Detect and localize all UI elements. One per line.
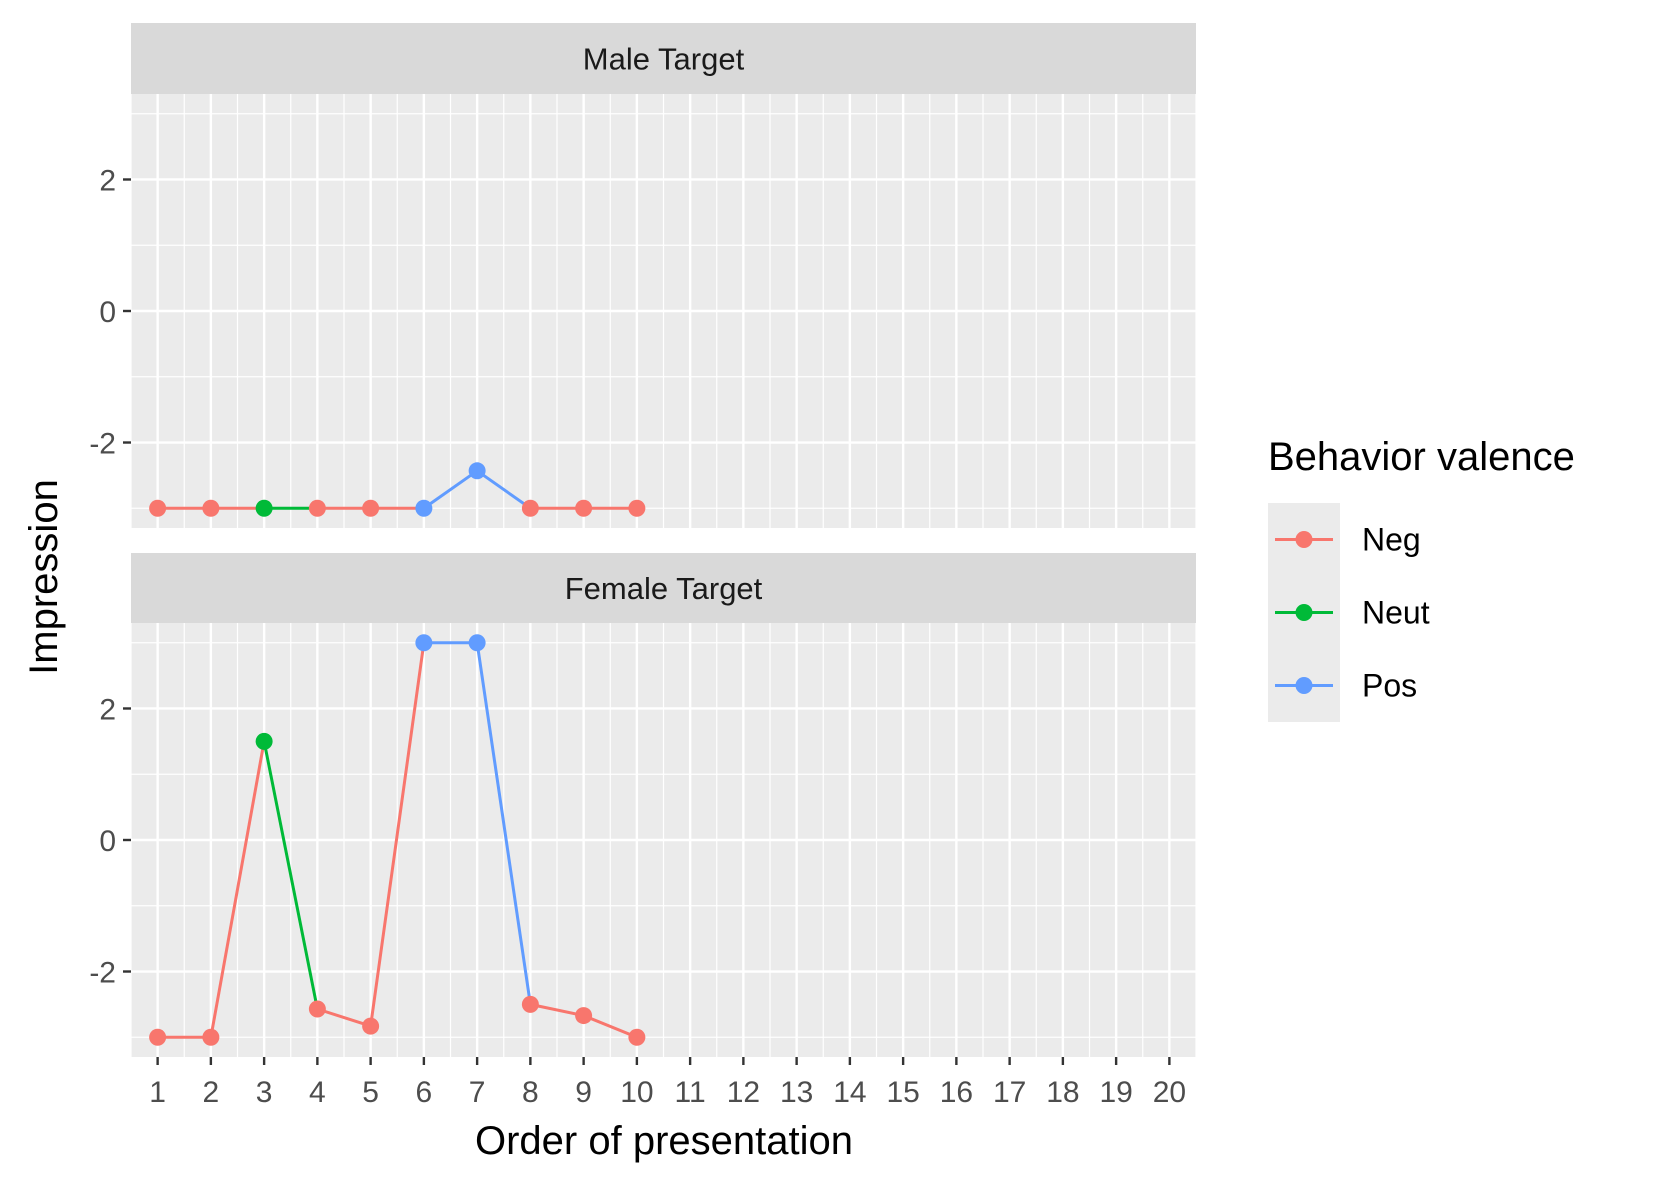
x-tick-label: 15 [886, 1076, 919, 1109]
x-tick-label: 5 [362, 1076, 379, 1109]
legend: Behavior valence Neg Neut Pos [1268, 435, 1575, 722]
series-line-segment [530, 1002, 584, 1018]
data-point [415, 634, 433, 652]
data-point [628, 499, 646, 517]
panel-strip [131, 553, 1196, 623]
legend-item-pos: Pos [1275, 668, 1417, 704]
x-tick-label: 9 [575, 1076, 592, 1109]
x-tick-label: 17 [993, 1076, 1026, 1109]
x-tick-label: 7 [469, 1076, 486, 1109]
data-point [202, 1028, 220, 1046]
data-point [468, 634, 486, 652]
y-tick-label: 2 [99, 164, 116, 197]
panel-1: Male Target -2 0 2 [89, 23, 1197, 528]
data-point [149, 499, 167, 517]
data-point [575, 499, 593, 517]
series-line-segment [262, 741, 319, 1010]
series-line-segment [583, 1014, 638, 1039]
panel-strip-label: Male Target [583, 42, 745, 77]
data-point [468, 462, 486, 480]
legend-title: Behavior valence [1268, 435, 1575, 479]
data-point [308, 1000, 326, 1018]
panel-strip-label: Female Target [565, 571, 763, 606]
x-tick-label: 10 [620, 1076, 653, 1109]
data-point [308, 499, 326, 517]
legend-item-neg: Neg [1275, 522, 1421, 558]
x-tick-label: 16 [940, 1076, 973, 1109]
legend-label: Pos [1362, 668, 1417, 704]
data-point [202, 499, 220, 517]
panel-strip [131, 23, 1196, 94]
data-point [362, 499, 380, 517]
data-point [521, 995, 539, 1013]
legend-label: Neg [1362, 522, 1421, 558]
x-tick-label: 4 [309, 1076, 326, 1109]
data-point [628, 1028, 646, 1046]
series-line-segment [476, 469, 532, 510]
legend-key-point [1295, 604, 1313, 621]
y-tick-label: -2 [89, 428, 116, 461]
legend-key-point [1295, 531, 1313, 548]
data-point [521, 499, 539, 517]
x-tick-label: 8 [522, 1076, 539, 1109]
x-tick-label: 19 [1099, 1076, 1132, 1109]
x-tick-label: 3 [256, 1076, 273, 1109]
series-line-segment [209, 741, 266, 1038]
x-tick-label: 6 [416, 1076, 433, 1109]
series-line-segment [316, 1007, 372, 1028]
x-axis-title: Order of presentation [475, 1119, 853, 1163]
x-tick-label: 18 [1046, 1076, 1079, 1109]
legend-key-point [1295, 677, 1313, 694]
x-tick-label: 13 [780, 1076, 813, 1109]
data-point [415, 499, 433, 517]
y-tick-label: -2 [89, 957, 116, 990]
legend-item-neut: Neut [1275, 595, 1430, 631]
y-axis-title: Impression [22, 479, 66, 675]
y-tick-label: 2 [99, 693, 116, 726]
series-line-segment [423, 469, 478, 510]
y-tick-label: 0 [99, 825, 116, 858]
data-point [575, 1007, 593, 1025]
x-tick-label: 1 [149, 1076, 166, 1109]
x-tick-label: 14 [833, 1076, 866, 1109]
data-point [255, 499, 273, 517]
data-point [255, 732, 273, 750]
series-line-segment [369, 642, 426, 1027]
x-tick-label: 11 [675, 1076, 706, 1109]
y-tick-label: 0 [99, 296, 116, 329]
x-tick-label: 20 [1153, 1076, 1186, 1109]
x-tick-label: 12 [727, 1076, 760, 1109]
data-point [149, 1028, 167, 1046]
series-line-segment [475, 642, 532, 1005]
legend-label: Neut [1362, 595, 1430, 631]
data-point [362, 1017, 380, 1035]
x-tick-label: 2 [203, 1076, 220, 1109]
